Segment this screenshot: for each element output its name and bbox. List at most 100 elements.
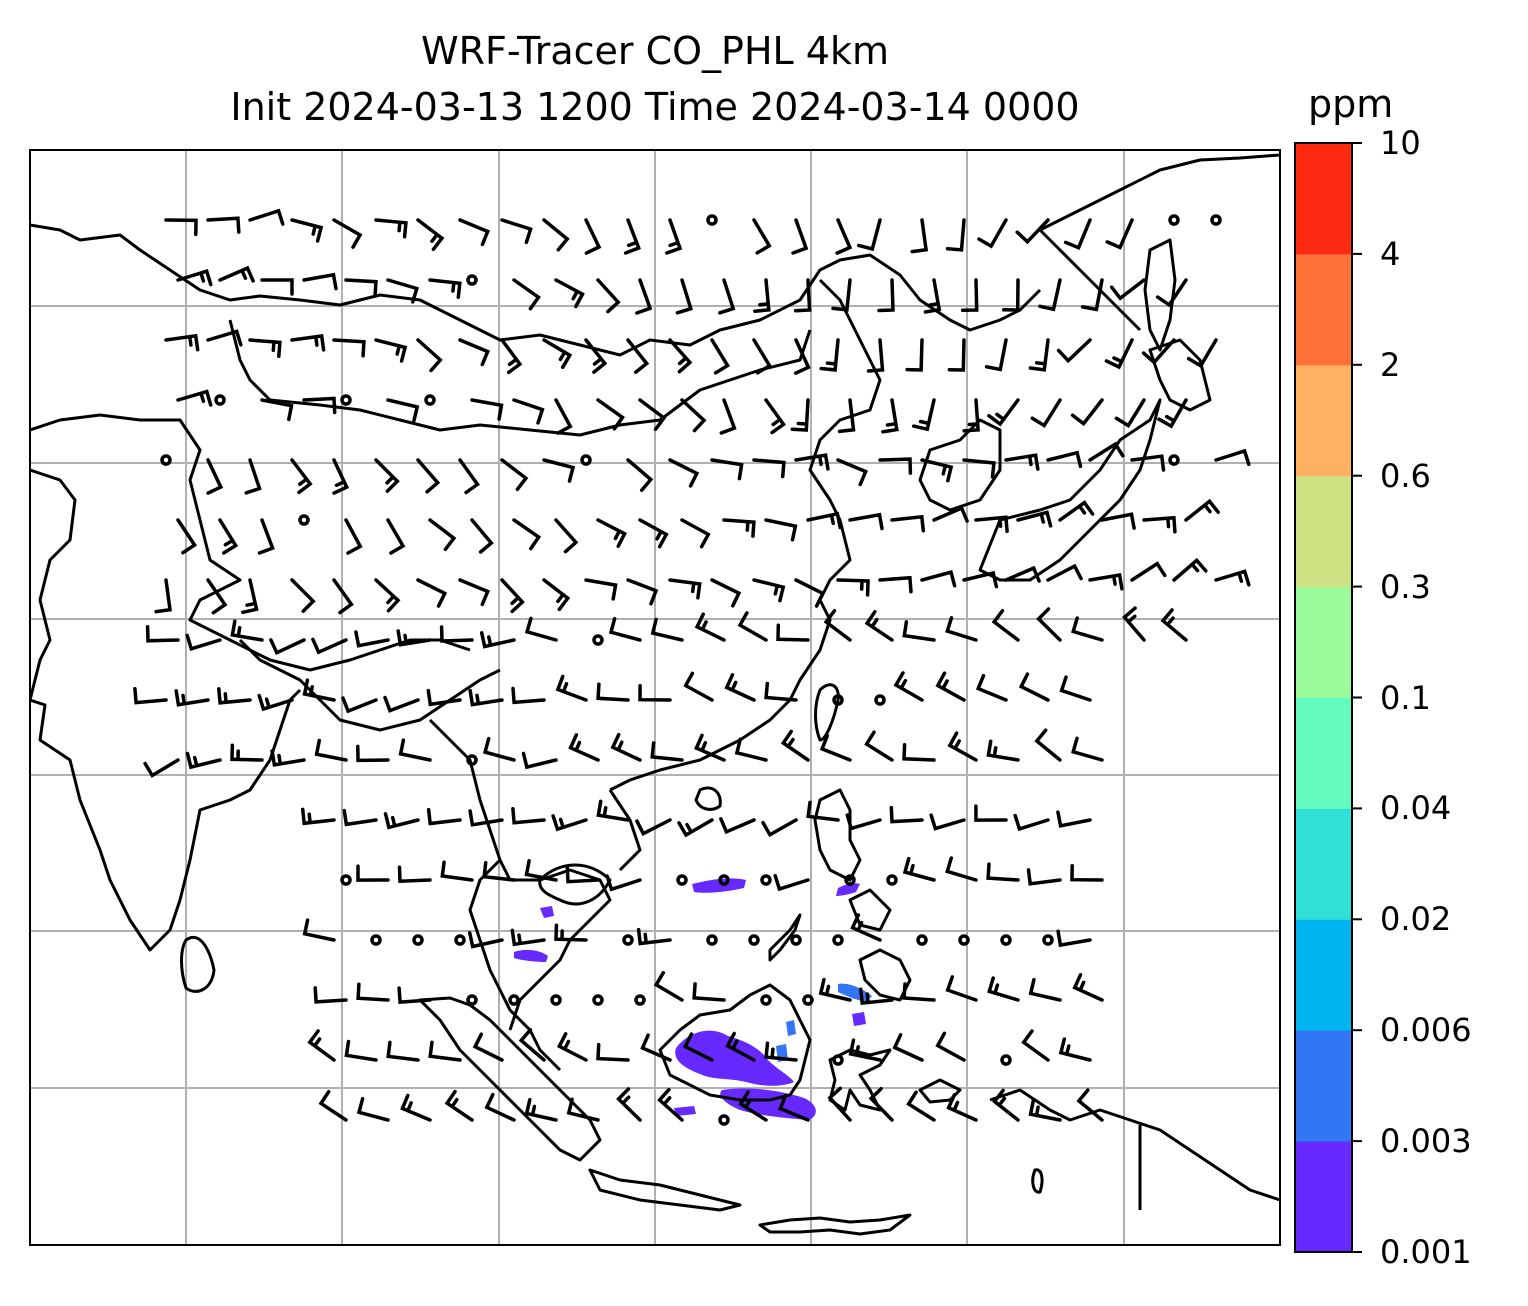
wind-barb — [1046, 563, 1083, 582]
wind-barb — [356, 744, 390, 763]
wind-barb — [248, 208, 285, 226]
wind-barb — [458, 338, 490, 367]
wind-barb — [524, 616, 558, 642]
wind-barb — [555, 674, 588, 702]
wind-barb — [1109, 278, 1146, 301]
wind-barb — [1155, 278, 1188, 308]
calm-wind-circle — [340, 874, 352, 886]
wind-barb — [892, 1033, 924, 1062]
wind-barb — [440, 860, 474, 882]
wind-barb — [584, 578, 618, 601]
calm-wind-circle — [370, 934, 382, 946]
wind-barb — [307, 1029, 336, 1062]
wind-barb — [596, 518, 627, 548]
colorbar-segment — [1295, 697, 1352, 809]
calm-wind-circle — [634, 994, 646, 1006]
wind-barb — [500, 338, 523, 375]
wind-barb — [752, 338, 772, 375]
colorbar-tick-label: 0.003 — [1380, 1122, 1472, 1161]
wind-barb — [752, 458, 786, 479]
coast-new-guinea — [989, 1088, 1280, 1210]
calm-wind-circle — [466, 994, 478, 1006]
wind-barb — [428, 278, 462, 299]
wind-barb — [1015, 218, 1050, 245]
wind-barb — [554, 278, 585, 309]
wind-barb — [719, 817, 756, 835]
wind-barb — [827, 1086, 852, 1122]
wind-barb — [725, 1031, 756, 1062]
coast-russia-far-east — [1038, 153, 1280, 332]
wind-barb — [890, 514, 926, 533]
wind-barb — [911, 398, 936, 432]
coast-malay-peninsula — [498, 989, 562, 1072]
wind-barb — [356, 864, 390, 882]
wind-barb — [1080, 278, 1104, 312]
wind-barb — [354, 630, 390, 648]
calm-wind-circle — [340, 394, 352, 406]
calm-wind-circle — [844, 874, 856, 886]
wind-barb — [946, 1093, 978, 1122]
wind-barb — [444, 1089, 474, 1122]
wind-barb — [154, 578, 172, 614]
wind-barb — [344, 518, 363, 555]
wind-barb — [468, 809, 504, 827]
wind-barb — [206, 216, 241, 234]
wind-barb — [992, 1088, 1020, 1122]
wind-barb — [260, 398, 294, 422]
calm-wind-circle — [550, 994, 562, 1006]
wind-barb — [596, 278, 621, 314]
border-china-north — [228, 319, 812, 437]
wind-barb — [737, 611, 768, 642]
tracer-patch-small-2 — [692, 878, 746, 893]
wind-barb — [902, 743, 936, 762]
wind-barb — [831, 278, 852, 312]
wind-barb — [176, 269, 213, 287]
wind-barb — [675, 278, 693, 315]
wind-barb — [230, 743, 264, 762]
wind-barb — [819, 734, 852, 762]
wind-barb — [793, 278, 812, 313]
coast-small-island — [1031, 1168, 1044, 1194]
wind-barb — [986, 739, 1020, 762]
wind-barb — [616, 1087, 642, 1122]
wind-barb — [554, 518, 579, 554]
wind-barb — [1056, 929, 1092, 948]
wind-barb — [665, 218, 683, 255]
wind-barb — [584, 218, 602, 255]
wind-barb — [718, 278, 736, 315]
wind-barb — [761, 818, 798, 838]
wind-barb — [386, 398, 420, 423]
wind-barb — [500, 218, 533, 245]
wind-barb — [1071, 736, 1104, 762]
wind-barb — [710, 458, 744, 481]
wind-barb — [512, 398, 545, 425]
wind-barb — [397, 986, 432, 1004]
wind-barb — [356, 982, 390, 1002]
wind-barb — [902, 620, 936, 642]
tracer-patch-borneo — [675, 1030, 794, 1086]
wind-barb — [300, 807, 336, 826]
calm-wind-circle — [802, 994, 814, 1006]
wind-barb — [962, 458, 996, 479]
wind-barb — [794, 578, 826, 608]
wind-barb — [640, 1033, 672, 1062]
wind-barb — [344, 278, 378, 298]
calm-wind-circle — [1000, 1054, 1012, 1066]
calm-wind-circle — [874, 694, 886, 706]
wind-barb — [962, 570, 999, 589]
wind-barb — [889, 805, 924, 824]
wind-barb — [1034, 728, 1062, 762]
wind-barb — [987, 976, 1020, 1002]
wind-barb — [174, 689, 210, 707]
wind-barb — [510, 928, 546, 947]
tracer-patch-small-8 — [786, 1020, 796, 1036]
wind-barb — [314, 738, 348, 762]
wind-barb — [311, 637, 348, 655]
wind-barb — [248, 338, 282, 359]
wind-barb — [554, 923, 588, 942]
wind-barb — [682, 1032, 714, 1062]
colorbar-tick-label: 0.04 — [1380, 789, 1452, 828]
wind-barb — [819, 338, 840, 372]
wind-barb — [479, 631, 516, 649]
